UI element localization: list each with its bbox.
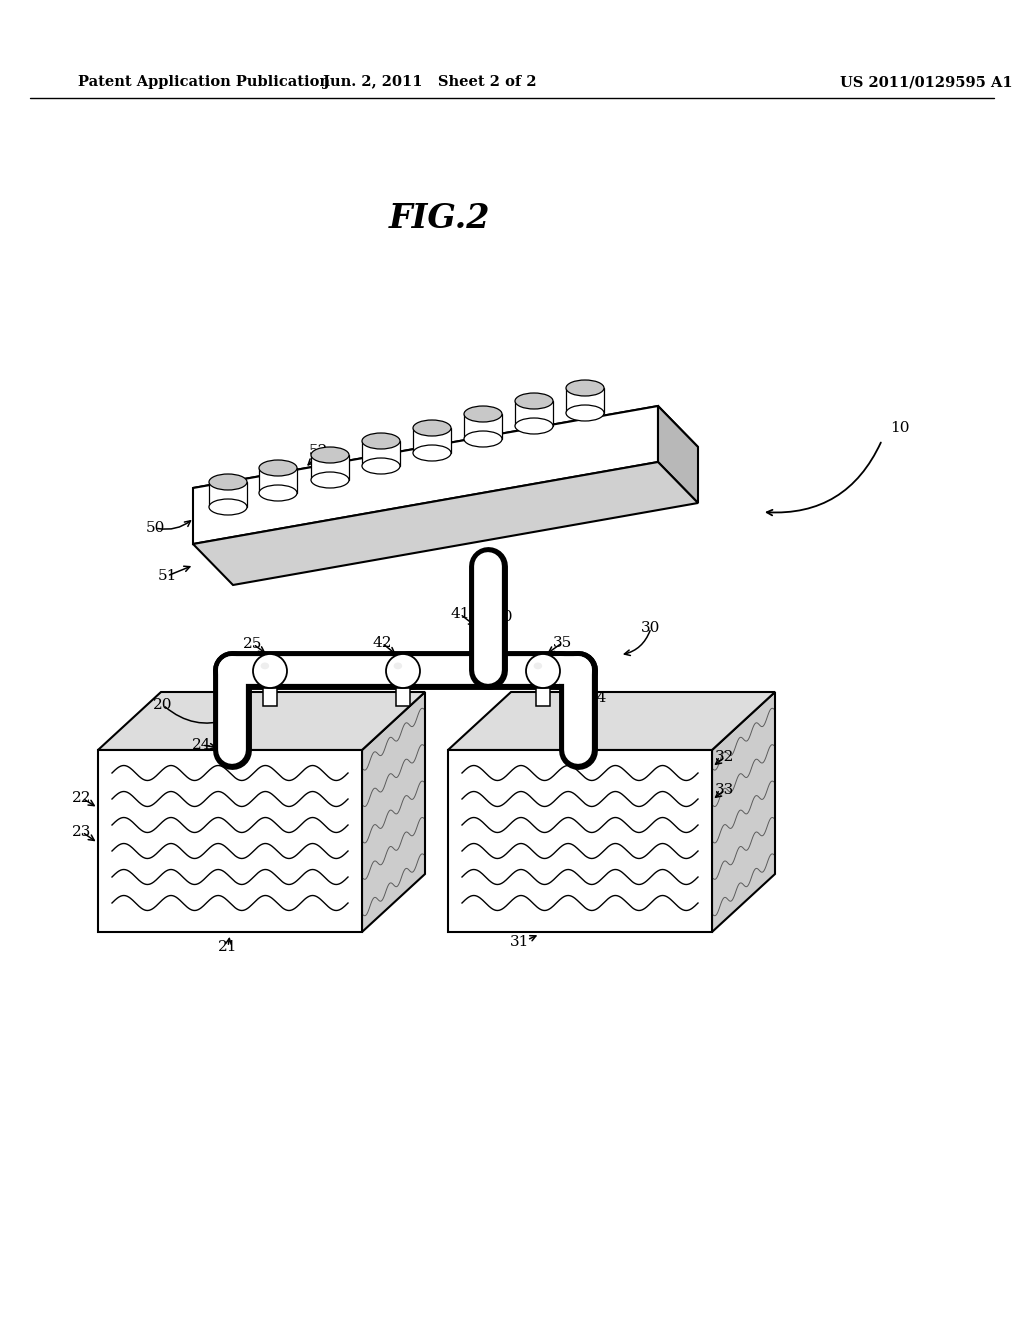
- Polygon shape: [193, 407, 658, 544]
- Polygon shape: [362, 692, 425, 932]
- Text: 25: 25: [244, 638, 263, 651]
- Ellipse shape: [386, 653, 420, 688]
- Polygon shape: [464, 414, 502, 440]
- Polygon shape: [658, 407, 698, 503]
- Polygon shape: [413, 428, 451, 453]
- Polygon shape: [396, 688, 410, 706]
- Ellipse shape: [515, 393, 553, 409]
- Polygon shape: [259, 469, 297, 492]
- Text: 40: 40: [494, 610, 513, 624]
- Ellipse shape: [253, 653, 287, 688]
- Text: 10: 10: [890, 421, 909, 436]
- Ellipse shape: [259, 459, 297, 477]
- Text: 22: 22: [73, 791, 92, 805]
- Polygon shape: [98, 750, 362, 932]
- Polygon shape: [362, 441, 400, 466]
- Polygon shape: [536, 688, 550, 706]
- Ellipse shape: [413, 445, 451, 461]
- Ellipse shape: [209, 499, 247, 515]
- Text: 32: 32: [716, 750, 734, 764]
- Ellipse shape: [259, 484, 297, 502]
- Text: 52: 52: [308, 444, 328, 458]
- Ellipse shape: [209, 474, 247, 490]
- Text: 51: 51: [158, 569, 177, 583]
- Text: 42: 42: [373, 636, 392, 649]
- Text: FIG.2: FIG.2: [389, 202, 490, 235]
- Polygon shape: [193, 407, 698, 529]
- Text: 50: 50: [145, 521, 165, 535]
- Text: US 2011/0129595 A1: US 2011/0129595 A1: [840, 75, 1013, 88]
- Ellipse shape: [534, 663, 542, 669]
- Ellipse shape: [515, 418, 553, 434]
- Text: 41: 41: [451, 607, 470, 620]
- Polygon shape: [98, 692, 425, 750]
- Ellipse shape: [413, 420, 451, 436]
- Ellipse shape: [311, 447, 349, 463]
- Polygon shape: [193, 462, 698, 585]
- Text: Jun. 2, 2011   Sheet 2 of 2: Jun. 2, 2011 Sheet 2 of 2: [324, 75, 537, 88]
- Text: 23: 23: [73, 825, 92, 840]
- Polygon shape: [209, 482, 247, 507]
- Ellipse shape: [261, 663, 269, 669]
- Text: 21: 21: [218, 940, 238, 954]
- Text: 20: 20: [154, 698, 173, 711]
- Polygon shape: [566, 388, 604, 413]
- Ellipse shape: [526, 653, 560, 688]
- Text: 30: 30: [641, 620, 660, 635]
- Polygon shape: [263, 688, 278, 706]
- Polygon shape: [712, 692, 775, 932]
- Polygon shape: [449, 692, 775, 750]
- Polygon shape: [449, 750, 712, 932]
- Ellipse shape: [464, 407, 502, 422]
- Text: 34: 34: [589, 690, 607, 705]
- Ellipse shape: [362, 433, 400, 449]
- Text: 33: 33: [716, 783, 734, 797]
- Ellipse shape: [464, 432, 502, 447]
- Ellipse shape: [566, 405, 604, 421]
- Ellipse shape: [566, 380, 604, 396]
- Text: 24: 24: [193, 738, 212, 752]
- Ellipse shape: [311, 473, 349, 488]
- Text: Patent Application Publication: Patent Application Publication: [78, 75, 330, 88]
- Polygon shape: [515, 401, 553, 426]
- Ellipse shape: [393, 663, 402, 669]
- Text: 31: 31: [510, 935, 529, 949]
- Text: 35: 35: [552, 636, 571, 649]
- Ellipse shape: [362, 458, 400, 474]
- Polygon shape: [311, 455, 349, 480]
